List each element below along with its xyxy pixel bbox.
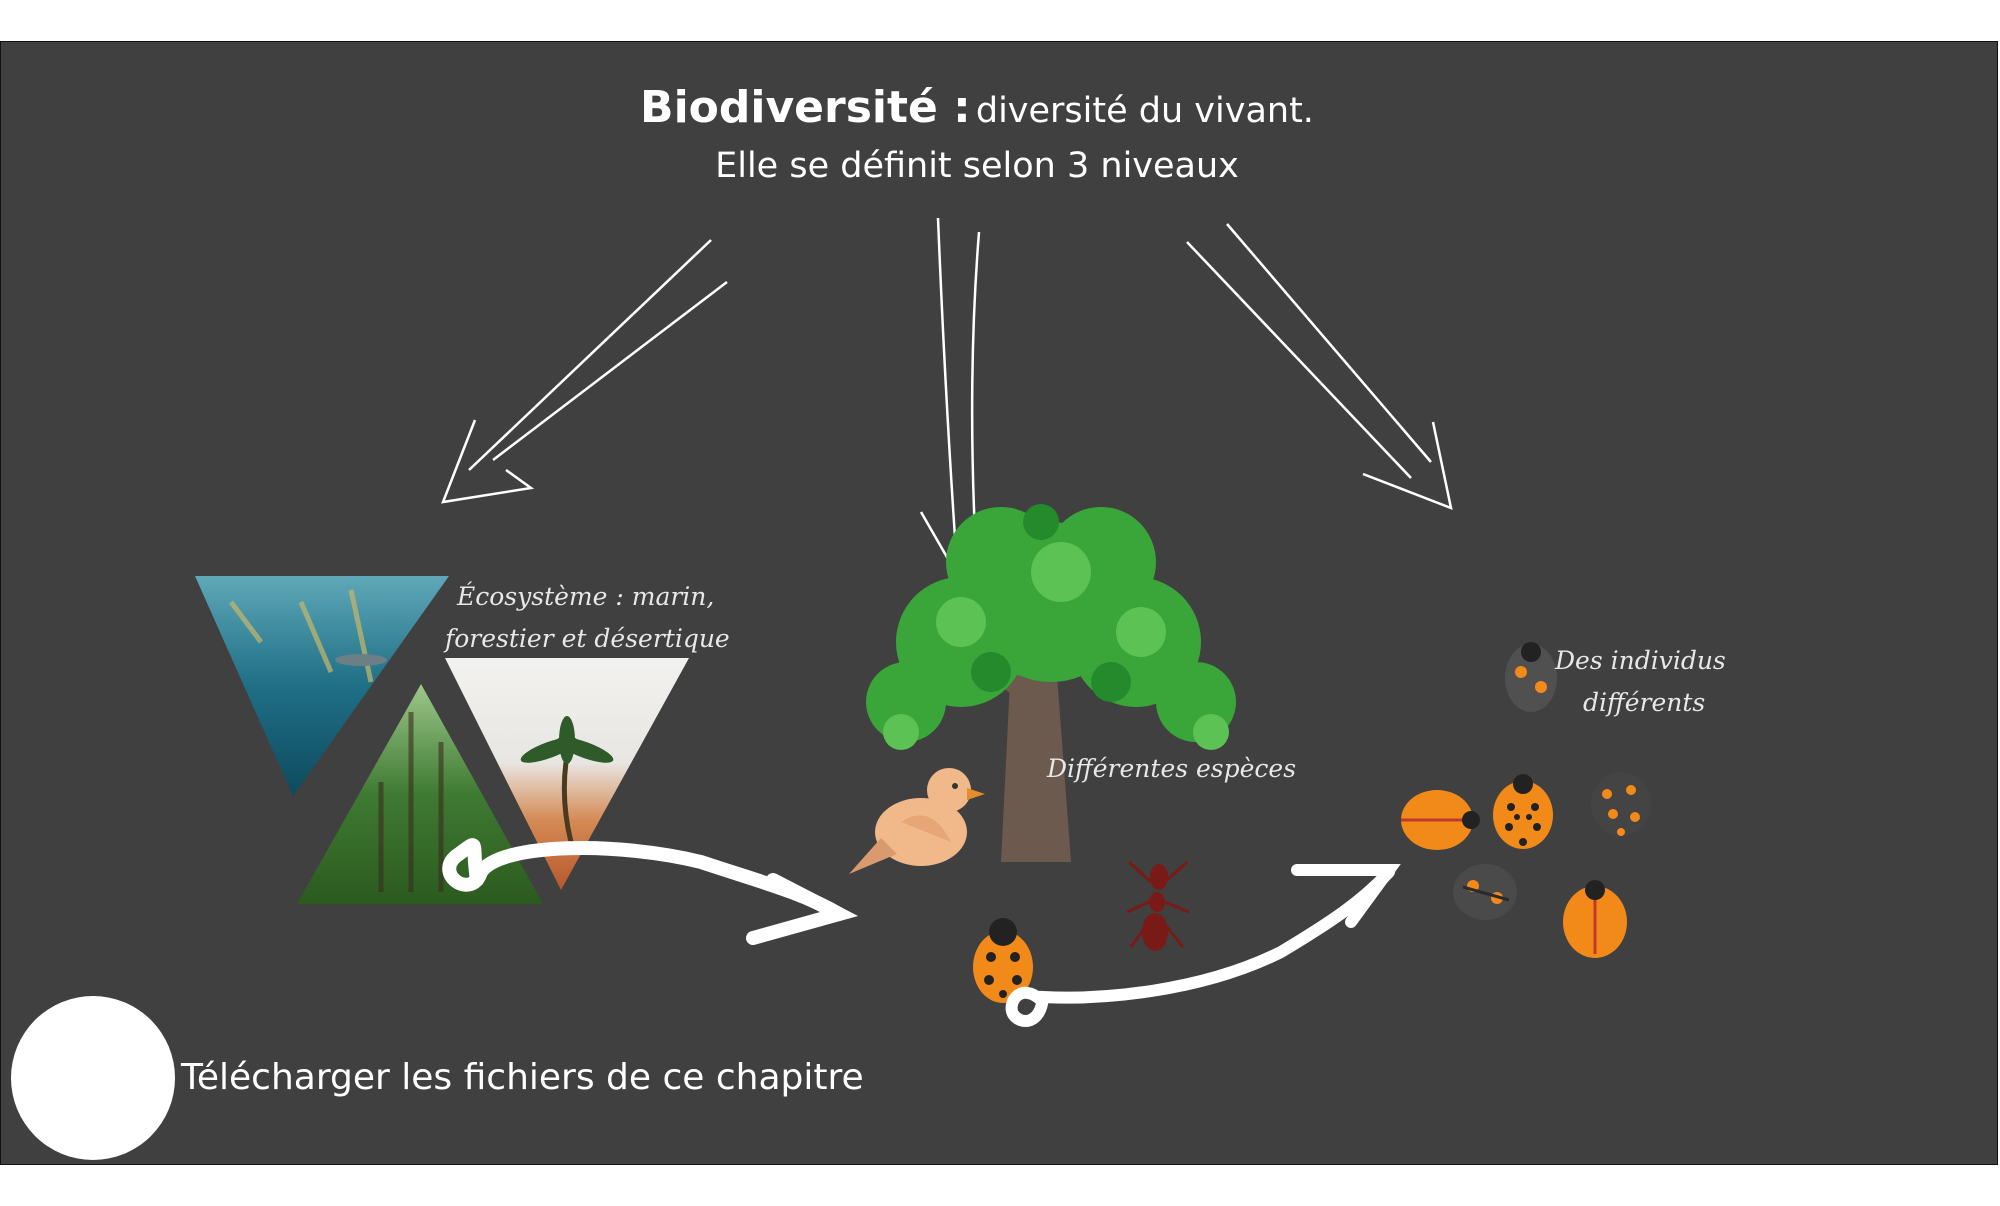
ecosystem-triangles [195, 576, 689, 904]
ecosystem-label-line1: Écosystème : marin, [457, 582, 715, 611]
diagram-title: Biodiversité : diversité du vivant. [1, 82, 1953, 133]
curved-arrow-species-to-individuals [1005, 864, 1401, 1027]
ant-illustration [1126, 860, 1190, 951]
diagram-canvas: Biodiversité : diversité du vivant. Elle… [0, 41, 1998, 1165]
diagram-subtitle: Elle se définit selon 3 niveaux [715, 146, 1239, 186]
bird-illustration [849, 768, 985, 874]
ecosystem-label: Écosystème : marin, forestier et déserti… [445, 576, 730, 660]
title-rest: diversité du vivant. [975, 91, 1314, 131]
forest-ecosystem-image [297, 684, 543, 904]
individuals-label-line2: différents [1583, 688, 1706, 717]
ladybug-5 [1453, 864, 1517, 920]
ladybug-6 [1563, 880, 1627, 958]
download-label[interactable]: Télécharger les fichiers de ce chapitre [181, 1057, 864, 1098]
ladybug-4 [1591, 772, 1651, 836]
download-button[interactable] [11, 996, 175, 1160]
individuals-label: Des individus différents [1555, 640, 1726, 724]
title-bold: Biodiversité : [640, 82, 971, 133]
curved-arrow-ecosystem-to-species [442, 838, 859, 945]
tree-illustration [866, 504, 1236, 862]
individuals-label-line1: Des individus [1555, 646, 1726, 675]
ladybug-2 [1401, 790, 1480, 850]
species-label: Différentes espèces [1047, 754, 1297, 783]
ecosystem-label-line2: forestier et désertique [445, 624, 730, 653]
ladybug-illustration [973, 918, 1033, 1003]
ladybug-group [1401, 642, 1651, 958]
ladybug-3 [1493, 774, 1553, 849]
arrow-to-ecosystem [441, 239, 728, 504]
diagram-illustration [51, 217, 1651, 1136]
arrow-to-individuals [1186, 223, 1453, 510]
ladybug-1 [1505, 642, 1557, 712]
marine-ecosystem-image [195, 576, 449, 796]
